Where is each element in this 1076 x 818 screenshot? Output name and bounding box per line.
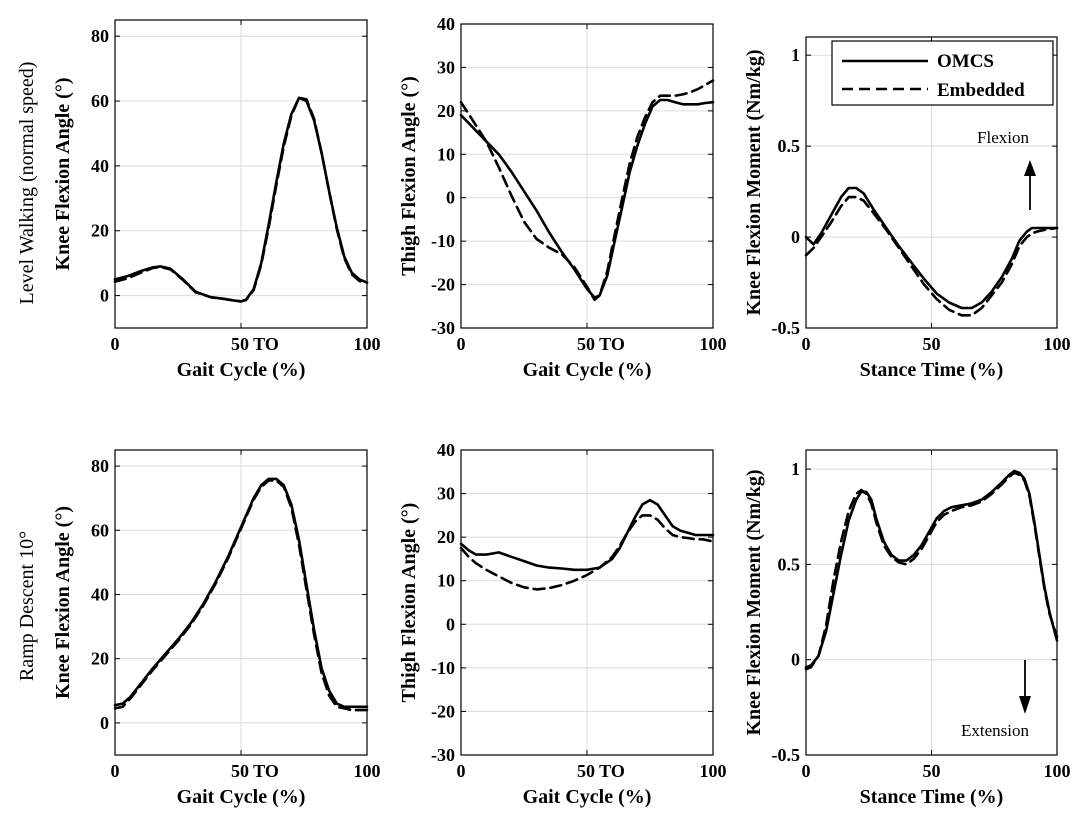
y-tick-label: -20 [431,701,455,721]
y-axis-label: Thigh Flexion Angle (°) [398,503,420,703]
y-tick-label: -0.5 [772,745,801,765]
y-tick-label: 20 [91,221,109,241]
x-tick-label: 50 TO [577,761,625,781]
y-tick-label: 20 [437,101,455,121]
row-label-level-walking: Level Walking (normal speed) [16,62,38,305]
y-tick-label: 0 [791,227,800,247]
y-tick-label: -10 [431,231,455,251]
y-tick-label: -0.5 [772,318,801,338]
y-tick-label: 10 [437,144,455,164]
series-line-embedded [459,514,715,591]
legend-box [831,40,1054,106]
series-line-embedded [113,96,369,303]
y-tick-label: 10 [437,571,455,591]
x-axis-label: Gait Cycle (%) [523,786,652,808]
y-tick-label: 30 [437,57,455,77]
y-axis-label: Knee Flexion Angle (°) [52,506,74,699]
series-line-embedded [804,471,1059,671]
y-tick-label: 0.5 [778,136,801,156]
x-tick-label: 100 [1044,334,1071,354]
y-tick-label: -30 [431,745,455,765]
series-line-embedded [113,479,369,712]
y-tick-label: 80 [91,456,109,476]
x-tick-label: 50 [923,334,941,354]
x-tick-label: 100 [1044,761,1071,781]
y-tick-label: 40 [91,156,109,176]
y-tick-label: 80 [91,26,109,46]
y-tick-label: 0 [446,614,455,634]
legend-omcs-label: OMCS [937,51,994,72]
chart-panel: -30 -20 -10 0 10 20 30 40 0 50 TO 100 Gait Cycle (%… [398,14,727,381]
series-line-embedded [459,79,715,302]
x-tick-label: 100 [700,334,727,354]
y-tick-label: 60 [91,91,109,111]
legend-embedded-label: Embedded [937,80,1025,101]
y-tick-label: 1 [791,45,800,65]
x-tick-label: 0 [802,334,811,354]
x-axis-label: Gait Cycle (%) [523,359,652,381]
y-tick-label: 0 [100,713,109,733]
series-line-omcs [804,186,1059,310]
y-axis-label: Knee Flexion Moment (Nm/kg) [743,49,765,315]
y-tick-label: -30 [431,318,455,338]
x-tick-label: 0 [457,334,466,354]
series-line-omcs [459,498,715,572]
chart-panel: 0 20 40 60 80 0 50 TO 100 Gait Cycle (%) Knee Fle… [52,449,381,808]
y-tick-label: 1 [791,459,800,479]
series-line-omcs [459,98,715,299]
y-tick-label: 0 [791,650,800,670]
y-axis-label: Knee Flexion Angle (°) [52,78,74,271]
y-tick-label: 40 [91,584,109,604]
y-tick-label: 40 [437,440,455,460]
x-tick-label: 0 [457,761,466,781]
y-tick-label: 0.5 [778,554,801,574]
y-axis-label: Thigh Flexion Angle (°) [398,76,420,276]
legend: OMCS Embedded [831,40,1054,106]
y-tick-label: 20 [91,649,109,669]
chart-panel: -30 -20 -10 0 10 20 30 40 0 50 TO 100 Gait Cycle (%… [398,440,727,808]
flexion-arrow-head [1024,160,1036,176]
x-axis-label: Stance Time (%) [860,786,1004,808]
y-tick-label: 0 [100,286,109,306]
y-tick-label: 40 [437,14,455,34]
x-axis-label: Gait Cycle (%) [177,359,306,381]
x-tick-label: 50 TO [577,334,625,354]
y-tick-label: -20 [431,275,455,295]
x-tick-label: 100 [354,334,381,354]
series-line-embedded [804,195,1059,317]
x-axis-label: Stance Time (%) [860,359,1004,381]
x-tick-label: 100 [354,761,381,781]
annotations: Flexion Extension [961,128,1036,740]
x-tick-label: 0 [802,761,811,781]
x-tick-label: 50 [923,761,941,781]
y-axis-label: Knee Flexion Moment (Nm/kg) [743,469,765,735]
row-label-ramp-descent: Ramp Descent 10° [16,531,38,681]
x-tick-label: 100 [700,761,727,781]
y-tick-label: -10 [431,658,455,678]
extension-arrow-head [1019,696,1031,714]
x-tick-label: 0 [111,334,120,354]
flexion-annotation: Flexion [977,128,1029,147]
y-tick-label: 0 [446,188,455,208]
y-tick-label: 30 [437,484,455,504]
y-tick-label: 60 [91,520,109,540]
x-tick-label: 0 [111,761,120,781]
extension-annotation: Extension [961,721,1029,740]
chart-panel: 0 20 40 60 80 0 50 TO 100 Gait Cycle (%) Knee Fle… [52,19,381,381]
x-tick-label: 50 TO [231,334,279,354]
x-axis-label: Gait Cycle (%) [177,786,306,808]
y-tick-label: 20 [437,527,455,547]
x-tick-label: 50 TO [231,761,279,781]
